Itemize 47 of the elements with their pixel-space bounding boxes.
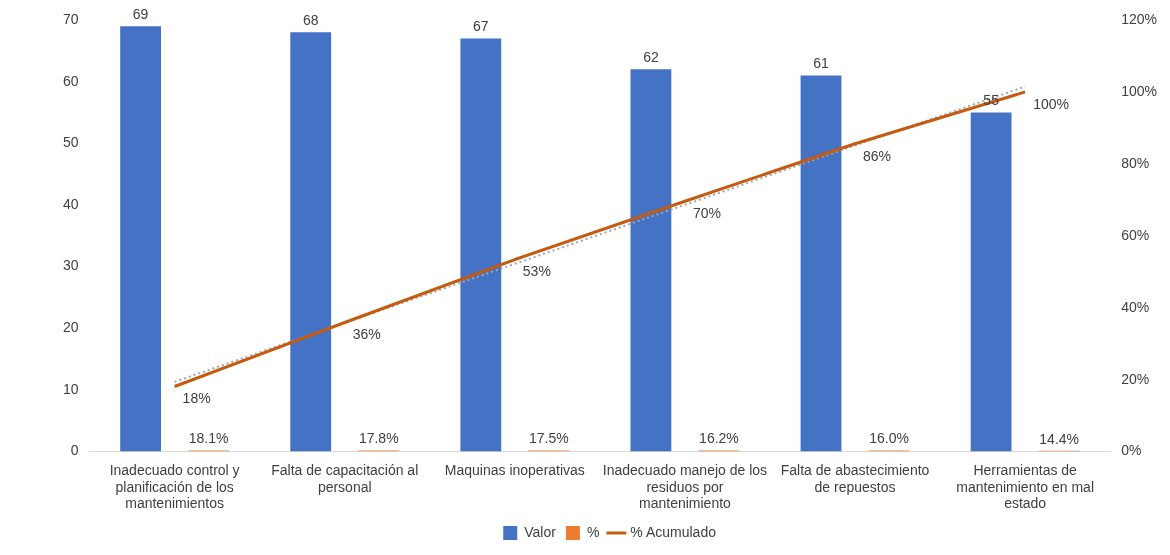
y-tick-label: 0 xyxy=(70,442,79,459)
data-label: 16.0% xyxy=(869,430,909,447)
bar xyxy=(120,26,162,452)
data-label: 14.4% xyxy=(1039,430,1080,447)
bar xyxy=(460,38,502,452)
y2-tick-label: 100% xyxy=(1121,82,1158,99)
data-label: 18.1% xyxy=(188,430,229,447)
bar xyxy=(290,32,332,452)
data-label: 86% xyxy=(863,147,892,164)
data-label: 68 xyxy=(302,12,319,29)
data-label: 69 xyxy=(132,6,149,23)
bar xyxy=(970,112,1012,452)
data-label: 67 xyxy=(473,18,489,35)
data-label: 100% xyxy=(1033,95,1069,112)
y-tick-label: 50 xyxy=(62,134,79,151)
legend-label: % xyxy=(586,523,600,540)
x-tick-label: Falta de abastecimiento de repuestos xyxy=(780,461,930,495)
data-label: 62 xyxy=(643,49,659,66)
y2-tick-label: 60% xyxy=(1121,226,1150,243)
y2-tick-label: 0% xyxy=(1121,442,1142,459)
data-label: 17.5% xyxy=(529,430,569,447)
data-label: 36% xyxy=(352,326,381,343)
x-tick-label: Falta de capacitación al personal xyxy=(271,461,419,495)
data-label: 70% xyxy=(692,205,721,222)
y2-tick-label: 120% xyxy=(1121,10,1158,27)
y-tick-label: 20 xyxy=(62,319,79,336)
y2-tick-label: 20% xyxy=(1121,370,1150,387)
x-tick-label: Inadecuado control y planificación de los mantenimientos xyxy=(109,461,240,512)
data-label: 18% xyxy=(182,390,211,407)
x-tick-label: Herramientas de mantenimiento en mal estado xyxy=(956,461,1095,512)
bar xyxy=(630,69,672,452)
y-tick-label: 30 xyxy=(62,257,79,274)
x-tick-label: Inadecuado manejo de los residuos por mantenimiento xyxy=(602,461,768,512)
data-label: 17.8% xyxy=(358,430,399,447)
y2-tick-label: 40% xyxy=(1121,298,1150,315)
legend-label: Valor xyxy=(524,523,557,540)
y-tick-label: 60 xyxy=(62,72,79,89)
bar xyxy=(800,75,842,452)
y-tick-label: 70 xyxy=(62,10,79,27)
data-label: 53% xyxy=(522,263,551,280)
data-label: 61 xyxy=(813,55,830,72)
y-tick-label: 10 xyxy=(62,380,79,397)
x-tick-label: Maquinas inoperativas xyxy=(444,461,585,478)
y2-tick-label: 80% xyxy=(1121,154,1150,171)
data-label: 16.2% xyxy=(699,430,739,447)
legend-label: % Acumulado xyxy=(630,523,717,540)
y-tick-label: 40 xyxy=(62,195,79,212)
